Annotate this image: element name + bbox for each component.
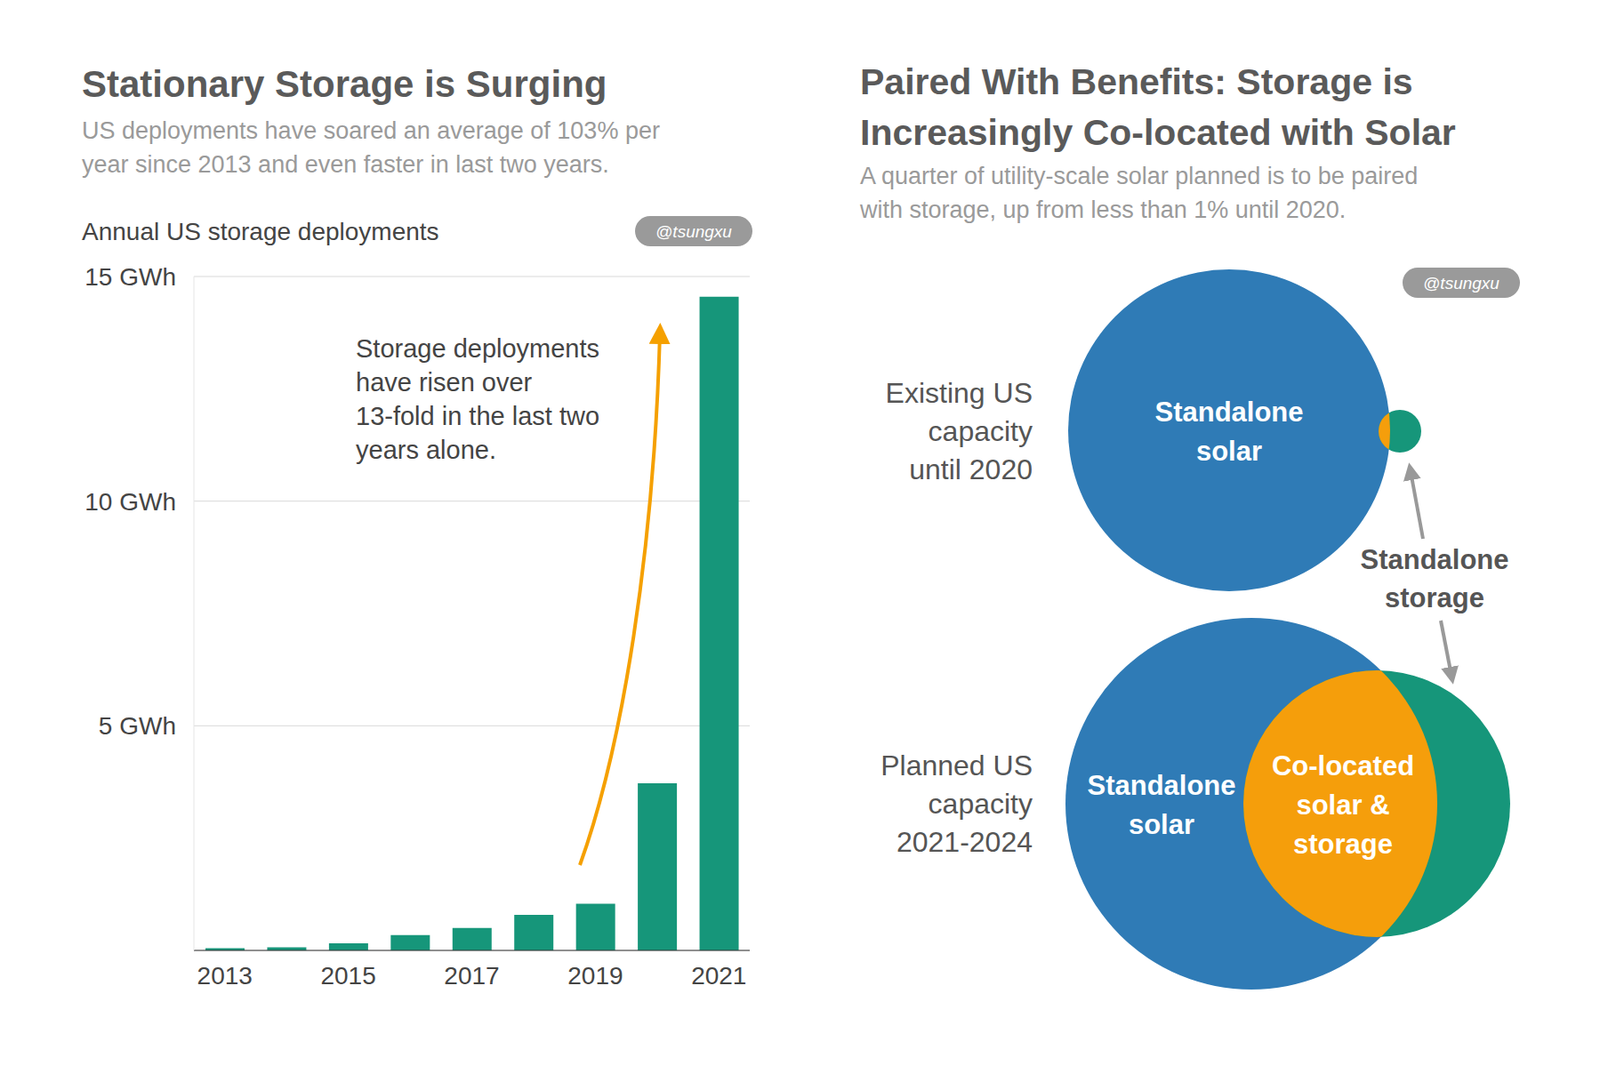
svg-text:solar: solar bbox=[1128, 809, 1195, 841]
svg-text:have risen over: have risen over bbox=[355, 368, 533, 397]
svg-text:Paired With Benefits: Storage: Paired With Benefits: Storage is bbox=[860, 61, 1414, 103]
svg-text:A quarter of utility-scale sol: A quarter of utility-scale solar planned… bbox=[860, 162, 1418, 190]
svg-text:year since 2013 and even faste: year since 2013 and even faster in last … bbox=[81, 151, 610, 178]
svg-text:@tsungxu: @tsungxu bbox=[1423, 273, 1500, 293]
svg-text:Annual US storage deployments: Annual US storage deployments bbox=[81, 217, 440, 246]
svg-text:2021-2024: 2021-2024 bbox=[896, 826, 1033, 859]
svg-text:Co-located: Co-located bbox=[1271, 750, 1415, 782]
svg-text:Existing US: Existing US bbox=[885, 377, 1033, 410]
svg-text:2017: 2017 bbox=[443, 962, 499, 990]
svg-text:capacity: capacity bbox=[928, 415, 1033, 448]
svg-text:Stationary Storage is Surging: Stationary Storage is Surging bbox=[81, 63, 607, 105]
svg-text:storage: storage bbox=[1293, 828, 1393, 861]
svg-text:15 GWh: 15 GWh bbox=[84, 263, 177, 291]
svg-text:5 GWh: 5 GWh bbox=[98, 712, 177, 740]
svg-text:until 2020: until 2020 bbox=[908, 453, 1033, 486]
svg-text:13-fold in the last two: 13-fold in the last two bbox=[355, 402, 600, 431]
svg-text:Standalone: Standalone bbox=[1359, 544, 1509, 576]
svg-text:storage: storage bbox=[1384, 582, 1485, 614]
svg-text:2013: 2013 bbox=[197, 962, 253, 990]
svg-text:2019: 2019 bbox=[567, 962, 623, 990]
svg-text:@tsungxu: @tsungxu bbox=[655, 222, 732, 242]
svg-text:2021: 2021 bbox=[691, 962, 747, 990]
svg-text:solar: solar bbox=[1196, 435, 1263, 467]
svg-text:Storage deployments: Storage deployments bbox=[355, 334, 600, 363]
svg-text:2015: 2015 bbox=[320, 962, 376, 990]
svg-text:Planned US: Planned US bbox=[880, 749, 1033, 782]
svg-text:Increasingly Co-located with S: Increasingly Co-located with Solar bbox=[860, 112, 1456, 153]
svg-text:Standalone: Standalone bbox=[1086, 770, 1236, 802]
svg-text:with storage, up from less tha: with storage, up from less than 1% until… bbox=[859, 196, 1346, 224]
svg-text:capacity: capacity bbox=[928, 787, 1033, 821]
svg-text:Standalone: Standalone bbox=[1154, 396, 1303, 428]
svg-text:years alone.: years alone. bbox=[355, 435, 497, 465]
svg-text:solar &: solar & bbox=[1295, 789, 1390, 821]
svg-text:10 GWh: 10 GWh bbox=[84, 488, 177, 516]
svg-text:US deployments have soared an: US deployments have soared an average of… bbox=[81, 117, 660, 145]
